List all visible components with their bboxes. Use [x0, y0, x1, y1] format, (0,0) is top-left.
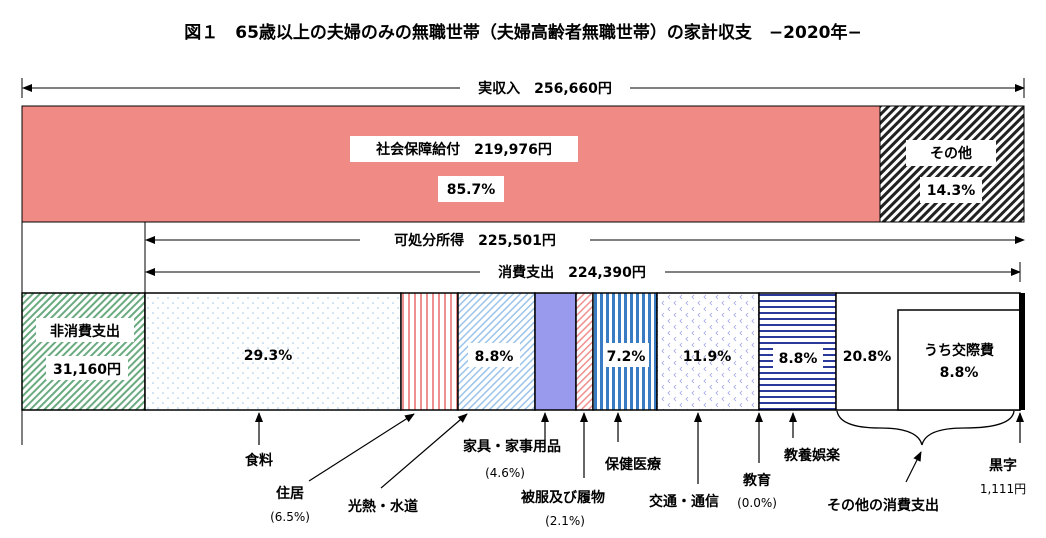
utilities-label: 光熱・水道 [347, 498, 418, 515]
figure-title: 図１ 65歳以上の夫婦のみの無職世帯（夫婦高齢者無職世帯）の家計収支 −2020… [184, 22, 861, 43]
other-consumption-label: その他の消費支出 [827, 497, 939, 514]
non-consumption-segment [21, 292, 146, 411]
non-consumption-amount: 31,160円 [53, 362, 121, 378]
non-consumption-label: 非消費支出 [50, 323, 120, 340]
food-pct: 29.3% [244, 348, 293, 364]
food-label: 食料 [245, 452, 273, 469]
clothing-segment [575, 292, 594, 411]
furniture-label: 家具・家事用品 [463, 438, 561, 455]
health-label: 保健医療 [604, 456, 662, 473]
income-label: 実収入 256,660円 [478, 80, 612, 97]
social-security-segment [21, 105, 881, 223]
social-expense-label: うち交際費 [924, 342, 994, 359]
transport-pct: 11.9% [683, 349, 732, 365]
furniture-pct: (4.6%) [485, 466, 525, 480]
other-income-label: その他 [930, 145, 972, 162]
social-security-pct: 85.7% [447, 182, 496, 198]
social-security-label: 社会保障給付 219,976円 [375, 141, 552, 158]
clothing-pct: (2.1%) [545, 514, 585, 528]
education-label: 教育 [743, 472, 771, 489]
disposable-income-label: 可処分所得 225,501円 [394, 232, 556, 249]
surplus-label: 黒字 [989, 457, 1017, 474]
other-consumption-pct: 20.8% [843, 349, 892, 365]
food-segment [144, 292, 402, 411]
social-expense-pct: 8.8% [940, 365, 979, 381]
brace-icon [836, 410, 1015, 446]
pointer-arrows [255, 412, 1024, 489]
housing-segment [400, 292, 459, 411]
housing-pct: (6.5%) [270, 510, 310, 524]
recreation-pct: 8.8% [779, 351, 818, 367]
consumption-label: 消費支出 224,390円 [498, 264, 646, 281]
recreation-label: 教養娯楽 [784, 447, 841, 464]
income-arrow [21, 78, 1025, 98]
surplus-segment [1019, 293, 1025, 410]
furniture-pct-in-bar: 8.8% [475, 349, 514, 365]
social-expense-box [897, 309, 1021, 411]
furniture-segment [534, 292, 577, 411]
housing-label: 住居 [276, 485, 304, 502]
other-income-pct: 14.3% [927, 183, 976, 199]
clothing-label: 被服及び履物 [521, 489, 605, 506]
transport-label: 交通・通信 [649, 493, 719, 510]
health-pct: 7.2% [607, 349, 646, 365]
education-pct: (0.0%) [737, 496, 777, 510]
surplus-amount: 1,111円 [980, 482, 1026, 496]
